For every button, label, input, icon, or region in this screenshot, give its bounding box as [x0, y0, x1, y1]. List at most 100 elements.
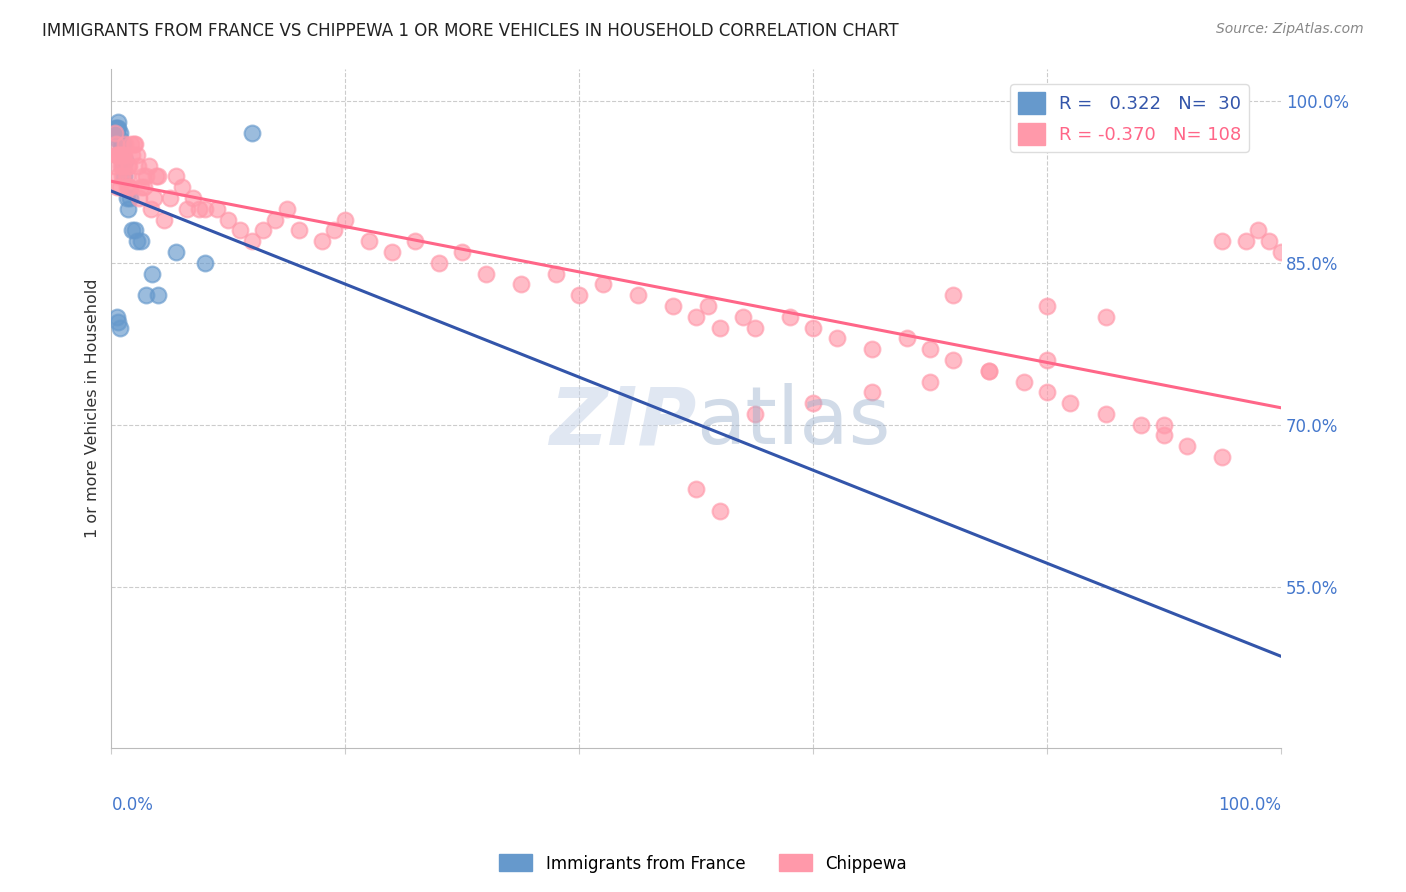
Point: [129, 180, 152, 194]
Point: [977, 364, 1000, 378]
Point: [110, 143, 132, 157]
Point: [896, 331, 918, 345]
Legend: Immigrants from France, Chippewa: Immigrants from France, Chippewa: [492, 847, 914, 880]
Point: [148, 288, 170, 302]
Point: [132, 169, 155, 184]
Point: [111, 169, 134, 184]
Point: [129, 234, 152, 248]
Point: [142, 191, 165, 205]
Point: [860, 385, 883, 400]
Point: [121, 223, 143, 237]
Point: [118, 180, 141, 194]
Point: [1059, 396, 1081, 410]
Y-axis label: 1 or more Vehicles in Household: 1 or more Vehicles in Household: [86, 279, 100, 538]
Point: [194, 202, 217, 216]
Point: [112, 159, 135, 173]
Point: [135, 169, 157, 184]
Point: [128, 191, 150, 205]
Point: [451, 245, 474, 260]
Point: [825, 331, 848, 345]
Point: [112, 169, 135, 184]
Point: [112, 159, 135, 173]
Point: [474, 267, 496, 281]
Point: [141, 202, 163, 216]
Point: [107, 315, 129, 329]
Point: [112, 148, 135, 162]
Point: [165, 245, 187, 260]
Point: [170, 180, 193, 194]
Point: [176, 202, 198, 216]
Text: ZIP: ZIP: [548, 383, 696, 461]
Point: [118, 159, 141, 173]
Point: [104, 120, 127, 135]
Point: [108, 126, 131, 140]
Point: [107, 120, 129, 135]
Point: [105, 310, 128, 324]
Point: [860, 342, 883, 356]
Point: [114, 137, 136, 152]
Point: [120, 191, 142, 205]
Point: [111, 137, 134, 152]
Point: [141, 267, 163, 281]
Point: [121, 148, 143, 162]
Point: [731, 310, 754, 324]
Point: [115, 191, 138, 205]
Text: 0.0%: 0.0%: [111, 796, 153, 814]
Point: [165, 169, 187, 184]
Point: [1036, 385, 1059, 400]
Point: [568, 288, 591, 302]
Point: [335, 212, 357, 227]
Point: [148, 169, 170, 184]
Point: [120, 180, 142, 194]
Point: [103, 159, 125, 173]
Text: 100.0%: 100.0%: [1218, 796, 1281, 814]
Point: [544, 267, 567, 281]
Point: [709, 320, 731, 334]
Point: [1234, 234, 1257, 248]
Point: [127, 159, 149, 173]
Point: [1153, 428, 1175, 442]
Point: [240, 126, 263, 140]
Point: [592, 277, 614, 292]
Legend: R =   0.322   N=  30, R = -0.370   N= 108: R = 0.322 N= 30, R = -0.370 N= 108: [1011, 85, 1249, 152]
Point: [124, 137, 146, 152]
Point: [104, 126, 127, 140]
Point: [662, 299, 685, 313]
Point: [287, 223, 309, 237]
Point: [977, 364, 1000, 378]
Point: [105, 148, 128, 162]
Point: [709, 504, 731, 518]
Point: [1270, 245, 1292, 260]
Point: [205, 202, 228, 216]
Point: [801, 320, 824, 334]
Point: [920, 342, 942, 356]
Point: [117, 159, 139, 173]
Point: [112, 137, 135, 152]
Point: [107, 169, 129, 184]
Point: [112, 148, 135, 162]
Point: [381, 245, 404, 260]
Point: [685, 483, 707, 497]
Point: [108, 180, 131, 194]
Point: [117, 202, 139, 216]
Text: atlas: atlas: [696, 383, 890, 461]
Point: [942, 353, 965, 368]
Point: [105, 180, 128, 194]
Point: [311, 234, 333, 248]
Point: [108, 131, 131, 145]
Point: [1211, 234, 1233, 248]
Point: [135, 288, 157, 302]
Point: [779, 310, 801, 324]
Point: [357, 234, 380, 248]
Point: [229, 223, 252, 237]
Point: [145, 169, 167, 184]
Point: [107, 148, 129, 162]
Point: [509, 277, 531, 292]
Point: [427, 256, 450, 270]
Point: [108, 320, 131, 334]
Point: [801, 396, 824, 410]
Point: [1211, 450, 1233, 464]
Point: [696, 299, 718, 313]
Point: [138, 159, 160, 173]
Point: [240, 234, 263, 248]
